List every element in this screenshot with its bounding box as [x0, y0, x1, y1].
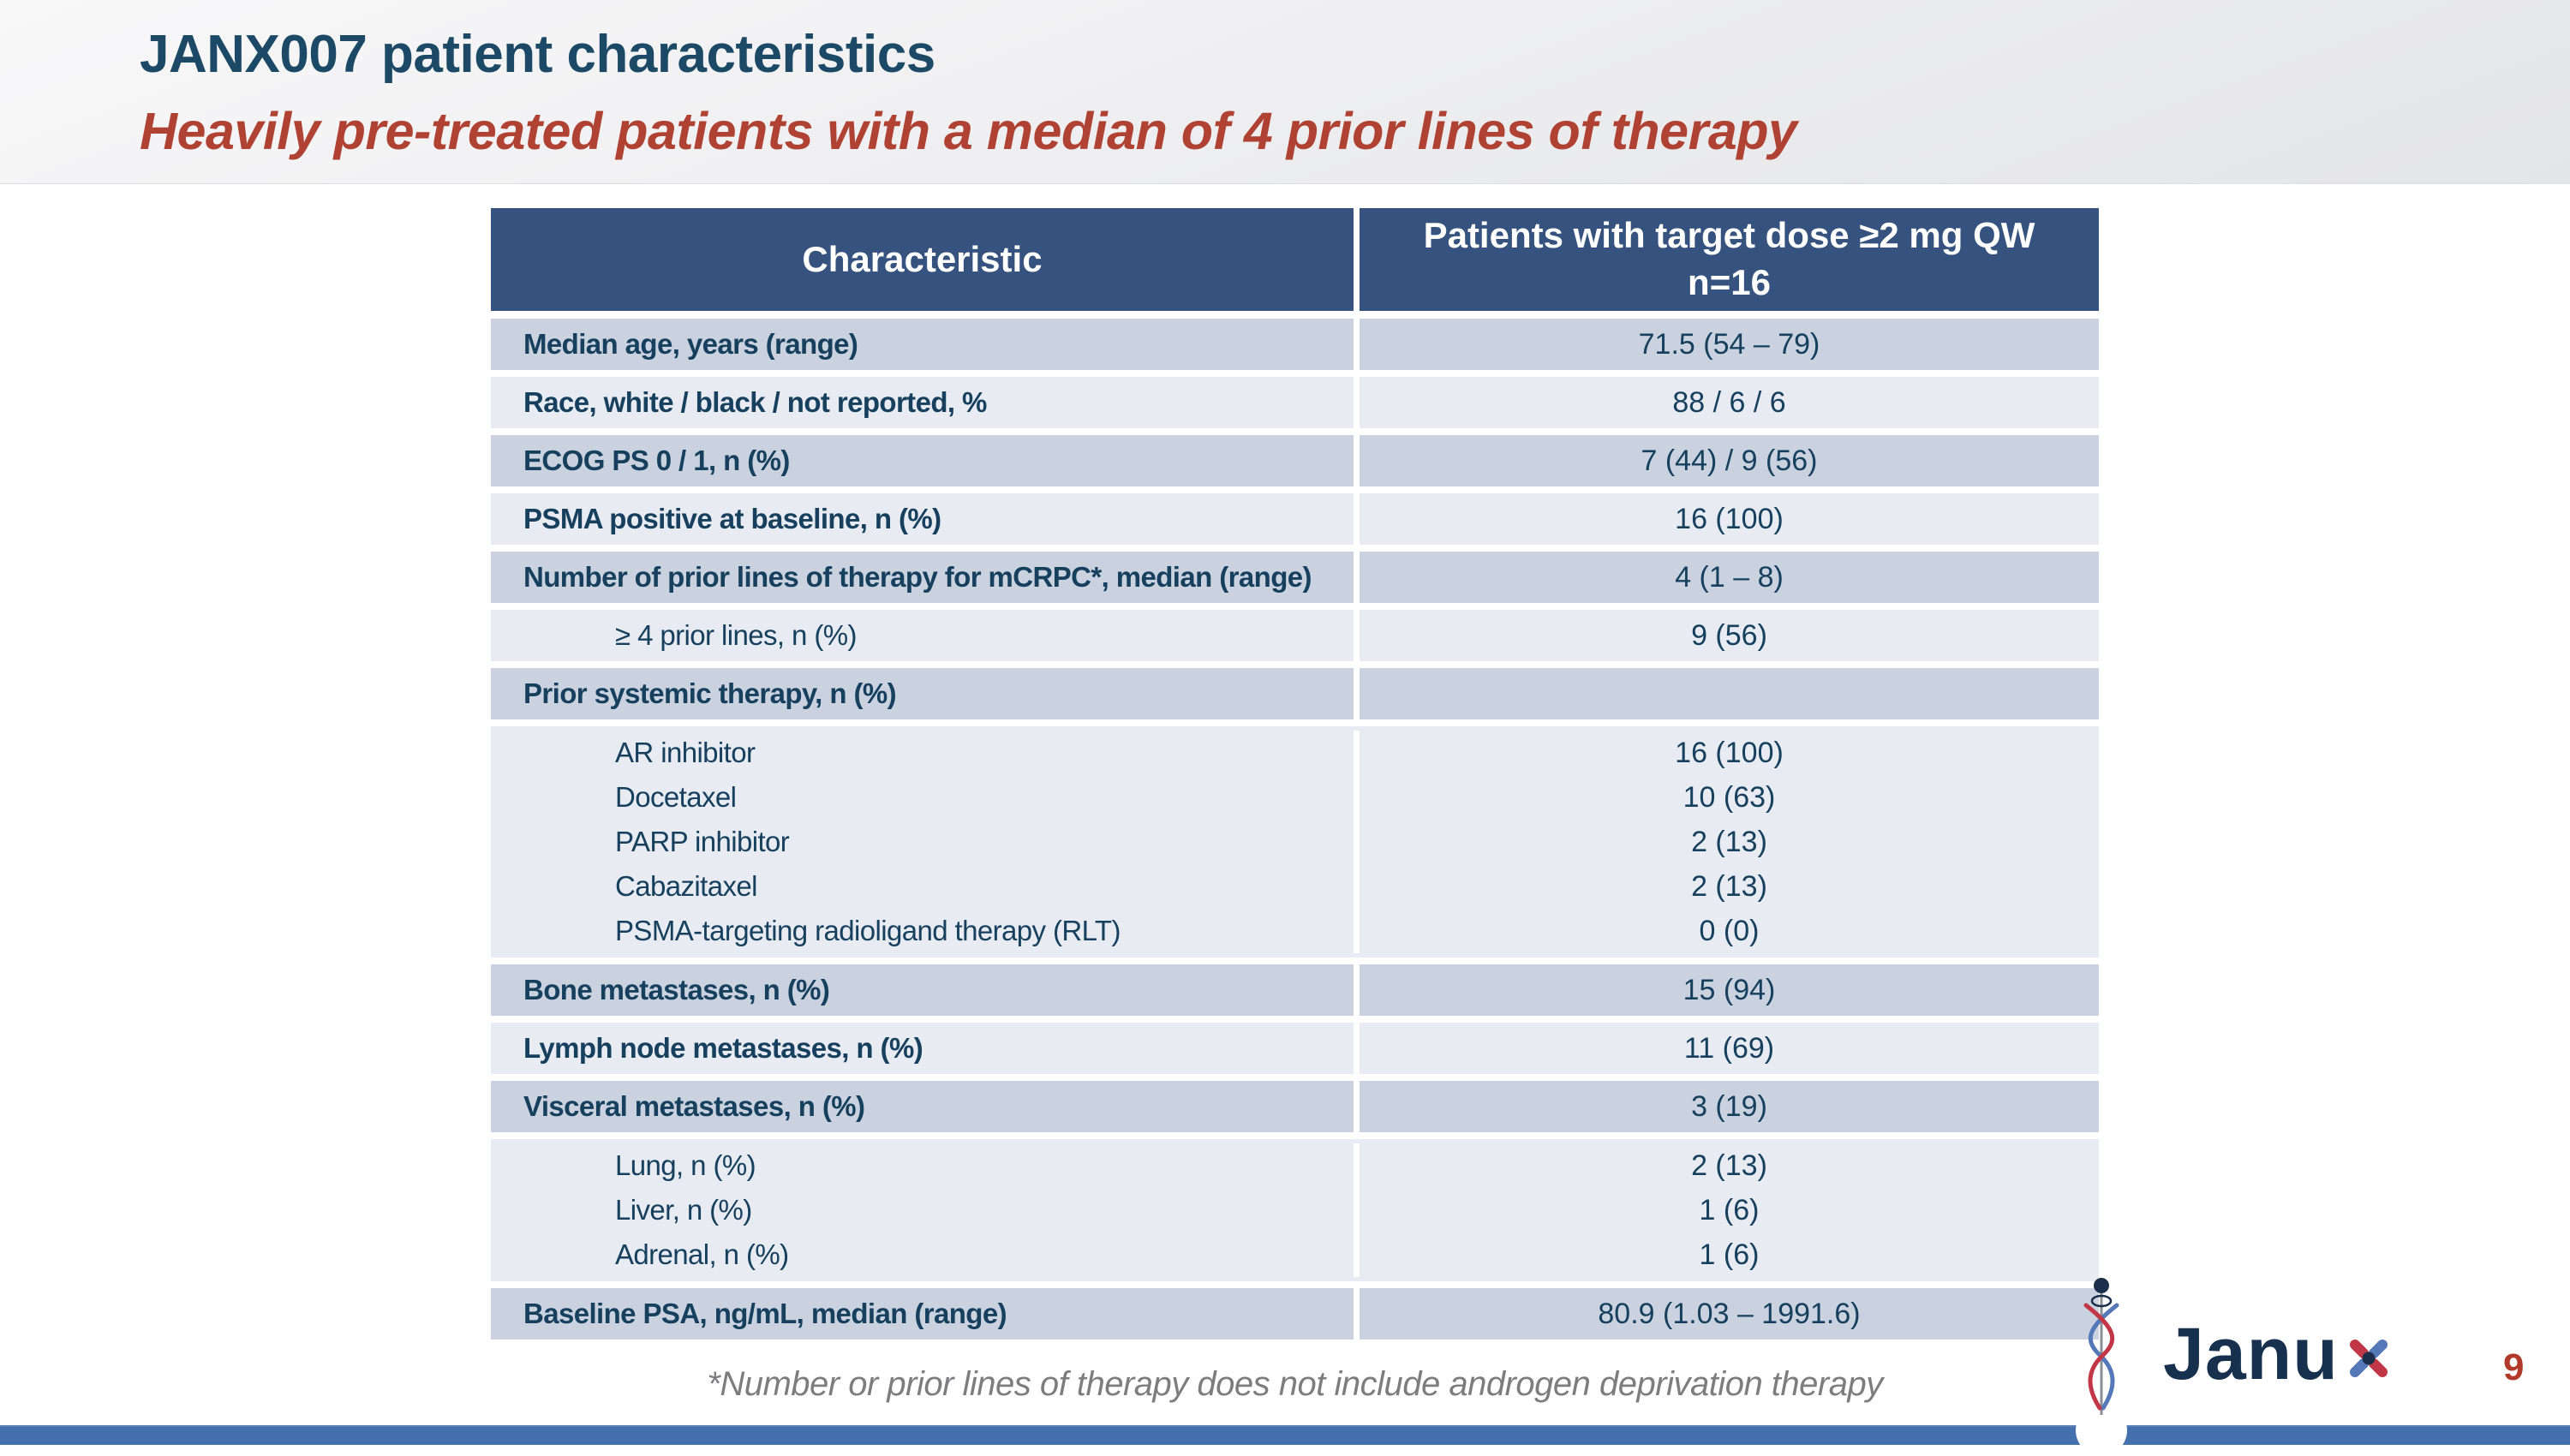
row-value: 3 (19) — [1354, 1081, 2099, 1132]
janux-wordmark: Janu — [2163, 1317, 2395, 1391]
row-label: Number of prior lines of therapy for mCR… — [523, 561, 1312, 593]
table-row: Number of prior lines of therapy for mCR… — [491, 552, 2099, 603]
header-band: JANX007 patient characteristics Heavily … — [0, 0, 2570, 184]
footer-bar — [0, 1425, 2570, 1445]
row-label: Bone metastases, n (%) — [523, 974, 830, 1005]
row-label: Lymph node metastases, n (%) — [523, 1032, 923, 1064]
row-value-line: 1 (6) — [1699, 1193, 1760, 1226]
row-value: 9 (56) — [1354, 610, 2099, 661]
row-label-line: Cabazitaxel — [615, 870, 757, 902]
row-value — [1354, 668, 2099, 719]
page-subtitle: Heavily pre-treated patients with a medi… — [140, 102, 1797, 160]
row-label-line: Liver, n (%) — [615, 1194, 752, 1226]
row-value: 11 (69) — [1354, 1023, 2099, 1074]
table-row: Bone metastases, n (%) 15 (94) — [491, 964, 2099, 1016]
row-label-line: AR inhibitor — [615, 737, 756, 768]
row-value: 16 (100) 10 (63) 2 (13) 2 (13) 0 (0) — [1354, 731, 2099, 953]
row-label: Baseline PSA, ng/mL, median (range) — [523, 1298, 1007, 1329]
row-value: 7 (44) / 9 (56) — [1354, 435, 2099, 486]
row-label-line: PSMA-targeting radioligand therapy (RLT) — [615, 915, 1121, 946]
row-label: Lung, n (%) Liver, n (%) Adrenal, n (%) — [491, 1143, 1354, 1277]
row-value: 2 (13) 1 (6) 1 (6) — [1354, 1143, 2099, 1277]
table-row: Race, white / black / not reported, % 88 … — [491, 377, 2099, 428]
dna-helix-needle-icon — [2083, 1278, 2119, 1415]
row-value-line: 10 (63) — [1682, 780, 1776, 814]
janux-logo: Janu — [2067, 1276, 2478, 1439]
table-row: Baseline PSA, ng/mL, median (range) 80.9 … — [491, 1288, 2099, 1340]
table-header-row: Characteristic Patients with target dose… — [491, 208, 2099, 311]
table-body: Median age, years (range) 71.5 (54 – 79) R… — [491, 319, 2099, 1340]
column-header-cohort-line2: n=16 — [1688, 262, 1771, 302]
row-label: Race, white / black / not reported, % — [523, 386, 987, 418]
table-row: PSMA positive at baseline, n (%) 16 (100) — [491, 493, 2099, 545]
row-value-line: 16 (100) — [1675, 736, 1784, 769]
column-header-characteristic: Characteristic — [802, 239, 1043, 279]
row-label-line: Adrenal, n (%) — [615, 1238, 789, 1270]
row-label: Prior systemic therapy, n (%) — [523, 677, 897, 709]
row-value: 16 (100) — [1354, 493, 2099, 545]
row-value: 88 / 6 / 6 — [1354, 377, 2099, 428]
row-value: 15 (94) — [1354, 964, 2099, 1016]
row-label: Median age, years (range) — [523, 328, 858, 360]
row-value-line: 2 (13) — [1691, 825, 1767, 858]
janux-x-icon — [2349, 1340, 2388, 1377]
row-value: 4 (1 – 8) — [1354, 552, 2099, 603]
row-label-line: PARP inhibitor — [615, 826, 790, 857]
page-title: JANX007 patient characteristics — [140, 25, 935, 84]
table-row: ECOG PS 0 / 1, n (%) 7 (44) / 9 (56) — [491, 435, 2099, 486]
row-label-line: Docetaxel — [615, 781, 737, 813]
row-label: ≥ 4 prior lines, n (%) — [615, 619, 857, 651]
row-value-line: 2 (13) — [1691, 1149, 1767, 1182]
footnote: *Number or prior lines of therapy does n… — [707, 1365, 1883, 1403]
table-row: Lung, n (%) Liver, n (%) Adrenal, n (%) 2 (… — [491, 1139, 2099, 1281]
table-row: Prior systemic therapy, n (%) — [491, 668, 2099, 719]
row-label: AR inhibitor Docetaxel PARP inhibitor Cabaz… — [491, 731, 1354, 953]
table-row: ≥ 4 prior lines, n (%) 9 (56) — [491, 610, 2099, 661]
row-label-line: Lung, n (%) — [615, 1149, 756, 1181]
row-value: 80.9 (1.03 – 1991.6) — [1354, 1288, 2099, 1340]
table-row: Median age, years (range) 71.5 (54 – 79) — [491, 319, 2099, 370]
janux-wordmark-text: Janu — [2163, 1313, 2339, 1395]
row-value-line: 2 (13) — [1691, 869, 1767, 903]
table-row: Lymph node metastases, n (%) 11 (69) — [491, 1023, 2099, 1074]
row-label: Visceral metastases, n (%) — [523, 1090, 865, 1122]
row-label: PSMA positive at baseline, n (%) — [523, 503, 941, 534]
row-label: ECOG PS 0 / 1, n (%) — [523, 445, 790, 476]
row-value-line: 1 (6) — [1699, 1238, 1760, 1271]
page-number: 9 — [2503, 1346, 2525, 1388]
column-header-cohort-line1: Patients with target dose ≥2 mg QW — [1423, 215, 2035, 256]
table-row: AR inhibitor Docetaxel PARP inhibitor Cabaz… — [491, 726, 2099, 958]
row-value: 71.5 (54 – 79) — [1354, 319, 2099, 370]
patient-characteristics-table: Characteristic Patients with target dose… — [491, 208, 2099, 1340]
table-row: Visceral metastases, n (%) 3 (19) — [491, 1081, 2099, 1132]
row-value-line: 0 (0) — [1699, 914, 1760, 947]
column-header-cohort: Patients with target dose ≥2 mg QW n=16 — [1354, 208, 2099, 311]
